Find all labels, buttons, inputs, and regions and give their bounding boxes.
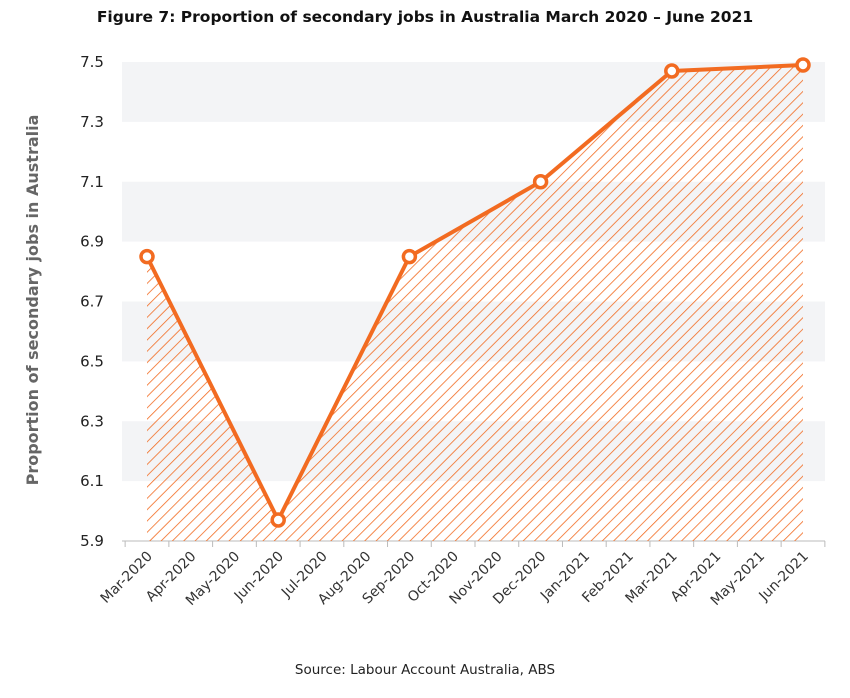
- source-note: Source: Labour Account Australia, ABS: [295, 662, 555, 678]
- data-point: [270, 512, 286, 528]
- y-tick-label: 6.7: [80, 293, 104, 311]
- y-tick-label: 6.1: [80, 472, 104, 490]
- y-axis-label: Proportion of secondary jobs in Australi…: [23, 115, 42, 486]
- data-point: [139, 248, 155, 265]
- y-tick-label: 7.5: [80, 53, 104, 71]
- data-point: [401, 248, 418, 265]
- series-area-hatch: [147, 64, 803, 542]
- y-tick-label: 6.3: [80, 412, 104, 430]
- chart-title: Figure 7: Proportion of secondary jobs i…: [97, 8, 753, 26]
- data-point: [532, 174, 549, 190]
- y-tick-label: 6.5: [80, 352, 104, 370]
- y-tick-label: 5.9: [80, 532, 104, 550]
- data-point: [795, 57, 811, 73]
- y-tick-label: 7.3: [80, 113, 104, 131]
- data-point: [664, 63, 680, 79]
- y-tick-label: 7.1: [80, 173, 104, 191]
- series-line: [145, 62, 804, 523]
- y-tick-label: 6.9: [80, 233, 104, 251]
